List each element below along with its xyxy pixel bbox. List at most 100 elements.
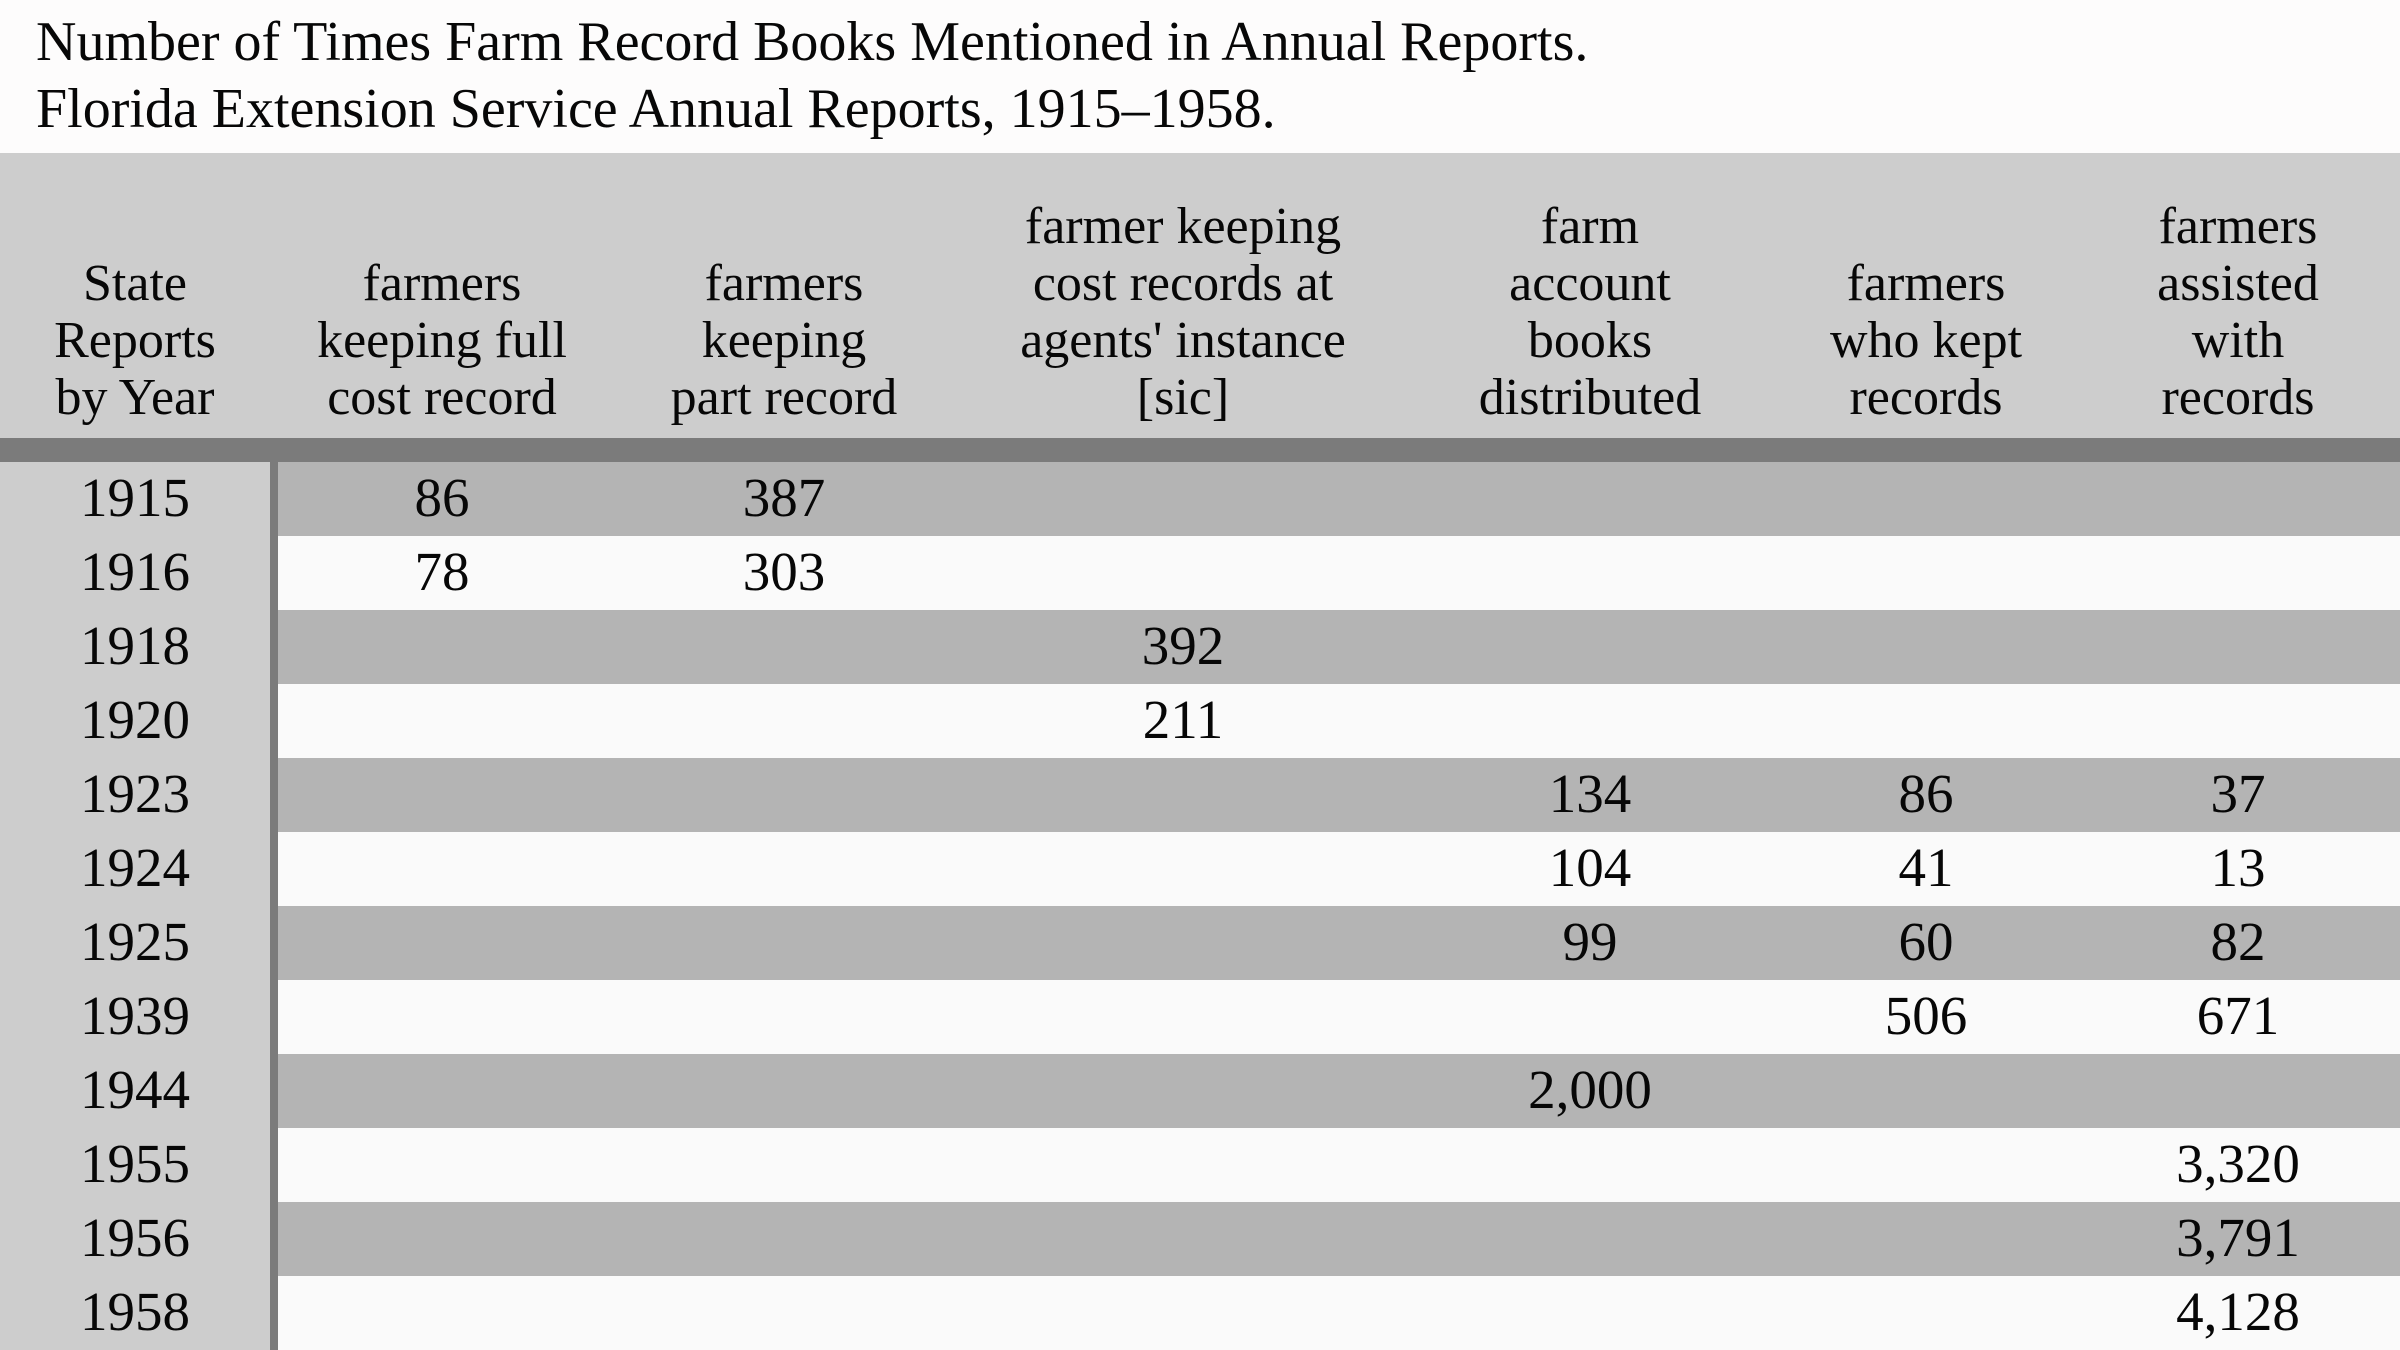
column-header-line: assisted — [2157, 255, 2319, 312]
value-cell-books_distributed: 104 — [1548, 836, 1632, 898]
value-cell-kept_records — [1776, 462, 2076, 536]
column-header-line: farmers — [362, 255, 522, 312]
table-row-1923: 1923 134 86 37 — [0, 758, 2400, 832]
column-header-line: farmers — [1846, 255, 2006, 312]
farm-record-books-table: State Reports by Year farmers keeping full co… — [0, 153, 2400, 1350]
year-cell: 1939 — [0, 980, 270, 1054]
value-cell-agents_instance — [962, 462, 1404, 536]
value-cell-assisted_records — [2076, 684, 2400, 758]
table-title-line-2: Florida Extension Service Annual Reports… — [36, 78, 1276, 140]
column-header-agents_instance: farmer keeping cost records at agents' ins… — [962, 153, 1404, 438]
value-cell-full_cost: 78 — [414, 540, 470, 602]
column-header-kept_records: farmers who kept records — [1776, 153, 2076, 438]
value-cell-kept_records — [1776, 1202, 2076, 1276]
value-cell-agents_instance — [962, 1128, 1404, 1202]
year-cell: 1958 — [0, 1276, 270, 1350]
column-header-line: farmer keeping — [1024, 198, 1342, 255]
table-row-1924: 1924 104 41 13 — [0, 832, 2400, 906]
value-cell-part_record — [606, 684, 962, 758]
year-cell: 1956 — [0, 1202, 270, 1276]
value-cell-kept_records: 60 — [1898, 910, 1954, 972]
value-cell-assisted_records: 13 — [2210, 836, 2266, 898]
value-cell-full_cost — [278, 684, 606, 758]
value-cell-kept_records: 86 — [1898, 762, 1954, 824]
year-column-divider — [270, 1202, 278, 1276]
value-cell-kept_records: 506 — [1884, 984, 1968, 1046]
table-title-line-1: Number of Times Farm Record Books Mentio… — [36, 11, 1589, 73]
header-spacer — [270, 153, 278, 438]
year-cell: 1918 — [0, 610, 270, 684]
year-cell: 1944 — [0, 1054, 270, 1128]
value-cell-agents_instance — [962, 980, 1404, 1054]
value-cell-part_record — [606, 1054, 962, 1128]
value-cell-agents_instance: 211 — [1142, 688, 1224, 750]
table-row-1956: 1956 3,791 — [0, 1202, 2400, 1276]
column-header-part_record: farmers keeping part record — [606, 153, 962, 438]
value-cell-assisted_records — [2076, 610, 2400, 684]
column-header-line: who kept — [1829, 312, 2023, 369]
value-cell-agents_instance: 392 — [1141, 614, 1225, 676]
year-cell: 1955 — [0, 1128, 270, 1202]
value-cell-books_distributed: 134 — [1548, 762, 1632, 824]
value-cell-assisted_records — [2076, 462, 2400, 536]
year-column-divider — [270, 1276, 278, 1350]
value-cell-full_cost — [278, 758, 606, 832]
value-cell-part_record — [606, 758, 962, 832]
value-cell-kept_records: 41 — [1898, 836, 1954, 898]
year-column-divider — [270, 610, 278, 684]
table-header-row: State Reports by Year farmers keeping full co… — [0, 153, 2400, 438]
table-row-1939: 1939 506 671 — [0, 980, 2400, 1054]
year-column-divider — [270, 906, 278, 980]
value-cell-books_distributed — [1404, 684, 1776, 758]
value-cell-full_cost — [278, 610, 606, 684]
year-column-divider — [270, 536, 278, 610]
value-cell-books_distributed: 2,000 — [1528, 1058, 1652, 1120]
value-cell-assisted_records: 4,128 — [2176, 1280, 2300, 1342]
column-header-line: [sic] — [1136, 369, 1230, 426]
value-cell-books_distributed: 99 — [1562, 910, 1618, 972]
value-cell-full_cost — [278, 832, 606, 906]
year-cell: 1915 — [0, 462, 270, 536]
year-column-divider — [270, 1128, 278, 1202]
year-column-divider — [270, 684, 278, 758]
column-header-line: cost record — [327, 369, 557, 426]
value-cell-assisted_records: 82 — [2210, 910, 2266, 972]
table-row-1920: 1920 211 — [0, 684, 2400, 758]
value-cell-agents_instance — [962, 758, 1404, 832]
value-cell-books_distributed — [1404, 1202, 1776, 1276]
value-cell-kept_records — [1776, 1128, 2076, 1202]
column-header-full_cost: farmers keeping full cost record — [278, 153, 606, 438]
column-header-line: records — [2161, 369, 2315, 426]
year-column-divider — [270, 462, 278, 536]
header-divider-bar — [0, 438, 2400, 462]
value-cell-part_record: 387 — [742, 466, 826, 528]
value-cell-full_cost — [278, 1276, 606, 1350]
value-cell-full_cost — [278, 980, 606, 1054]
value-cell-kept_records — [1776, 684, 2076, 758]
year-cell: 1923 — [0, 758, 270, 832]
column-header-line: agents' instance — [1020, 312, 1346, 369]
year-column-divider — [270, 758, 278, 832]
value-cell-assisted_records: 3,791 — [2176, 1206, 2300, 1268]
value-cell-part_record — [606, 1276, 962, 1350]
column-header-line: cost records at — [1032, 255, 1334, 312]
value-cell-books_distributed — [1404, 462, 1776, 536]
value-cell-full_cost — [278, 1202, 606, 1276]
value-cell-part_record: 303 — [742, 540, 826, 602]
table-row-1925: 1925 99 60 82 — [0, 906, 2400, 980]
value-cell-assisted_records — [2076, 1054, 2400, 1128]
value-cell-kept_records — [1776, 1054, 2076, 1128]
column-header-books_distributed: farm account books distributed — [1404, 153, 1776, 438]
value-cell-books_distributed — [1404, 1128, 1776, 1202]
year-cell: 1925 — [0, 906, 270, 980]
column-header-line: keeping — [701, 312, 867, 369]
value-cell-books_distributed — [1404, 980, 1776, 1054]
value-cell-agents_instance — [962, 536, 1404, 610]
value-cell-part_record — [606, 610, 962, 684]
year-cell: 1924 — [0, 832, 270, 906]
value-cell-part_record — [606, 1128, 962, 1202]
value-cell-kept_records — [1776, 1276, 2076, 1350]
table-row-1915: 1915 86 387 — [0, 462, 2400, 536]
table-row-1955: 1955 3,320 — [0, 1128, 2400, 1202]
